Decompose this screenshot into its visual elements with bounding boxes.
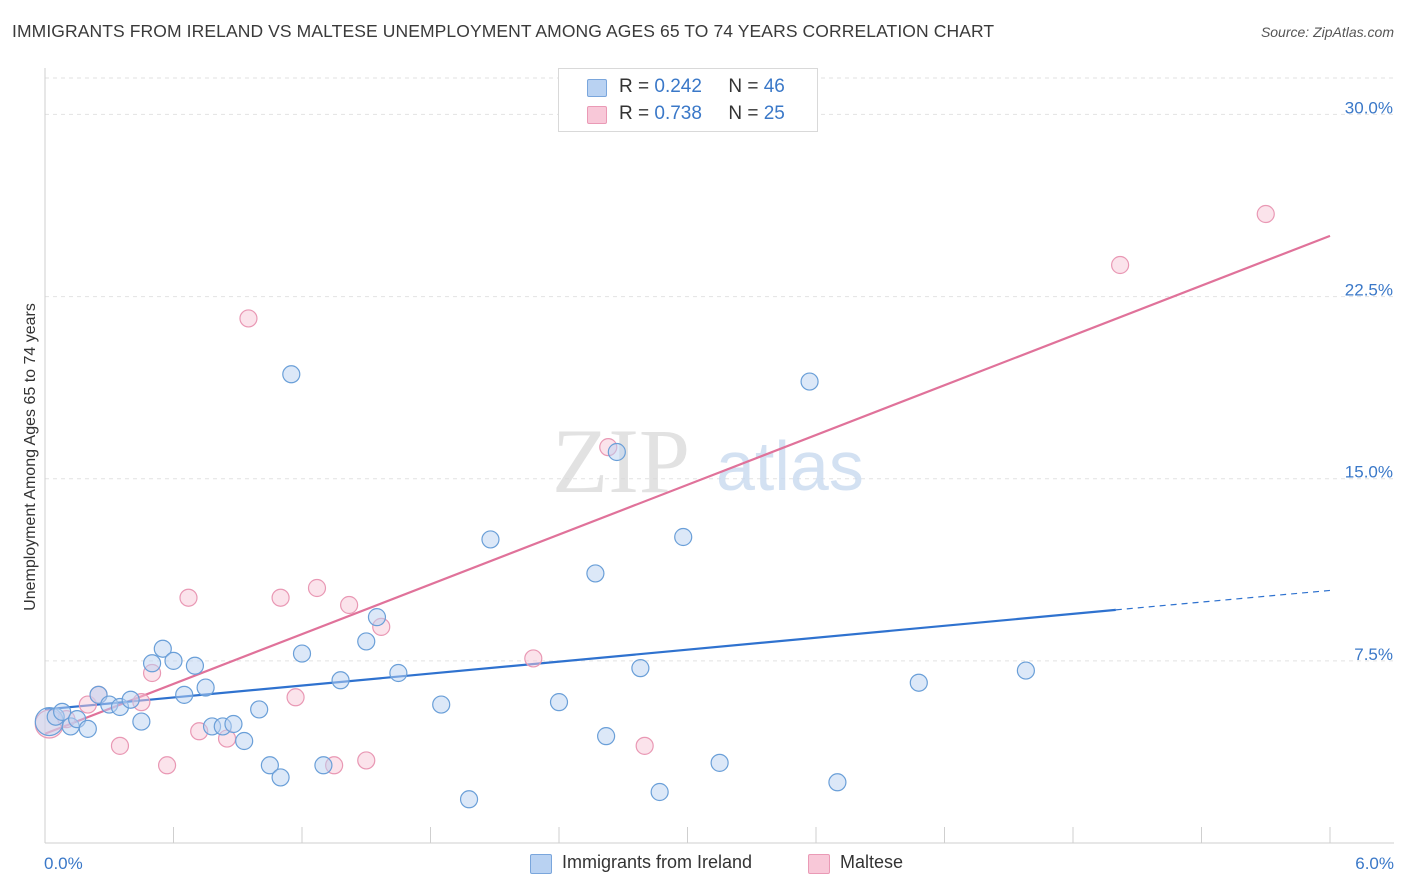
legend-n-value: 25 <box>763 103 785 124</box>
x-tick-label-min: 0.0% <box>44 854 83 873</box>
chart-title: IMMIGRANTS FROM IRELAND VS MALTESE UNEMP… <box>12 21 995 41</box>
maltese-point <box>307 578 327 598</box>
legend-r-label: R = <box>619 103 650 124</box>
y-axis-label: Unemployment Among Ages 65 to 74 years <box>22 303 39 611</box>
ireland-point <box>314 756 333 775</box>
legend-n-label: N = <box>728 76 759 97</box>
maltese-point <box>524 649 543 668</box>
ireland-point <box>153 639 172 658</box>
ireland-point <box>196 678 215 697</box>
ireland-point <box>282 365 301 384</box>
ireland-point <box>142 654 162 673</box>
ireland-point <box>164 651 183 670</box>
ireland-point <box>367 608 387 627</box>
y-tick-labels: 7.5% 15.0% 22.5% 30.0% <box>1345 98 1393 663</box>
legend: R = 0.242 N = 46 R = 0.738 N = 25 <box>558 68 818 132</box>
ireland-point <box>224 714 243 734</box>
ireland-point <box>597 727 616 746</box>
ireland-point <box>175 685 194 704</box>
ireland-trend-extension <box>1115 589 1331 611</box>
y-tick-label: 30.0% <box>1345 98 1393 117</box>
gridlines <box>45 77 1394 662</box>
legend-n-label: N = <box>728 103 759 124</box>
ireland-point <box>459 790 479 809</box>
maltese-point <box>110 736 130 755</box>
maltese-point <box>357 751 376 770</box>
maltese-point <box>157 756 177 775</box>
ireland-point <box>292 644 312 663</box>
bottom-legend-label-ireland: Immigrants from Ireland <box>562 852 753 872</box>
maltese-trend-line <box>44 234 1331 735</box>
maltese-point <box>635 736 654 755</box>
ireland-trend-line <box>44 608 1116 711</box>
ireland-point <box>674 527 693 547</box>
trend-lines <box>44 234 1331 735</box>
legend-swatch-ireland <box>587 79 607 97</box>
ireland-point <box>78 719 97 738</box>
x-tick-label-max: 6.0% <box>1355 854 1394 873</box>
ireland-point <box>271 768 290 787</box>
y-tick-label: 15.0% <box>1345 463 1393 482</box>
legend-n-value: 46 <box>763 76 785 97</box>
ireland-point <box>132 712 151 731</box>
ireland-point <box>260 756 279 775</box>
y-tick-label: 22.5% <box>1345 281 1393 300</box>
bottom-legend-swatch-ireland <box>530 854 552 874</box>
maltese-point <box>340 595 359 615</box>
watermark-atlas: atlas <box>716 427 864 505</box>
watermark-zip: ZIP <box>552 410 690 512</box>
ireland-point <box>1016 661 1035 680</box>
ireland-point <box>549 693 569 712</box>
ireland-point <box>481 530 500 549</box>
legend-r-value: 0.242 <box>654 76 702 97</box>
bottom-legend-label-maltese: Maltese <box>840 852 904 872</box>
ireland-point <box>650 782 669 802</box>
legend-r-label: R = <box>619 76 650 97</box>
ireland-point <box>607 442 626 462</box>
ireland-point <box>586 564 605 583</box>
chart-source: Source: ZipAtlas.com <box>1260 24 1394 40</box>
ireland-point <box>828 773 847 792</box>
maltese-point <box>179 588 198 607</box>
ireland-point <box>389 663 408 683</box>
axes <box>44 68 1394 844</box>
legend-swatch-maltese <box>587 106 607 124</box>
maltese-point <box>239 309 258 328</box>
maltese-point <box>1111 255 1130 275</box>
maltese-point <box>271 588 290 607</box>
ireland-point <box>357 632 376 651</box>
ireland-point <box>250 700 269 719</box>
ireland-point <box>909 673 928 692</box>
ireland-points <box>34 365 1035 809</box>
ireland-point <box>235 731 254 751</box>
ireland-point <box>185 656 205 675</box>
ireland-point <box>432 695 451 714</box>
ireland-point <box>800 372 819 391</box>
maltese-point <box>1256 204 1275 224</box>
ireland-point <box>331 671 350 690</box>
y-tick-label: 7.5% <box>1354 645 1393 664</box>
ireland-point <box>710 753 729 772</box>
maltese-point <box>286 688 305 707</box>
legend-r-value: 0.738 <box>654 103 702 124</box>
ireland-point <box>53 702 72 721</box>
ireland-point <box>631 659 650 678</box>
ireland-point <box>121 690 140 709</box>
bottom-legend-swatch-maltese <box>808 854 830 874</box>
